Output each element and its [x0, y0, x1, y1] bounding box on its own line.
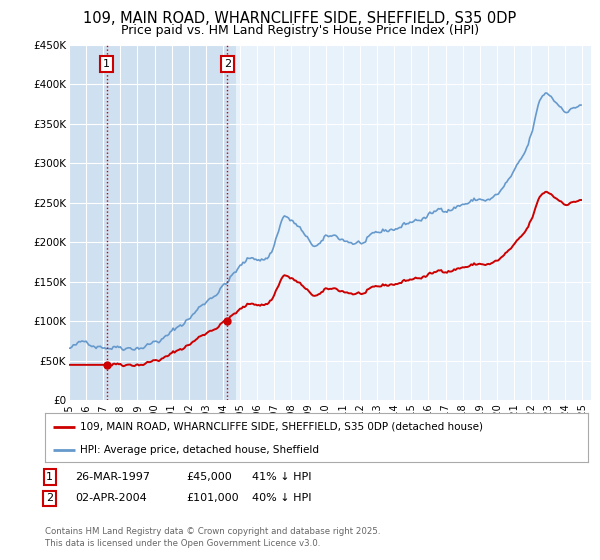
- Text: 2: 2: [224, 59, 231, 69]
- Text: 02-APR-2004: 02-APR-2004: [75, 493, 147, 503]
- Text: 2: 2: [46, 493, 53, 503]
- Text: 40% ↓ HPI: 40% ↓ HPI: [252, 493, 311, 503]
- Text: This data is licensed under the Open Government Licence v3.0.: This data is licensed under the Open Gov…: [45, 539, 320, 548]
- Text: 26-MAR-1997: 26-MAR-1997: [75, 472, 150, 482]
- Text: 1: 1: [46, 472, 53, 482]
- Text: Contains HM Land Registry data © Crown copyright and database right 2025.: Contains HM Land Registry data © Crown c…: [45, 528, 380, 536]
- Text: Price paid vs. HM Land Registry's House Price Index (HPI): Price paid vs. HM Land Registry's House …: [121, 24, 479, 36]
- Text: 41% ↓ HPI: 41% ↓ HPI: [252, 472, 311, 482]
- Text: 109, MAIN ROAD, WHARNCLIFFE SIDE, SHEFFIELD, S35 0DP: 109, MAIN ROAD, WHARNCLIFFE SIDE, SHEFFI…: [83, 11, 517, 26]
- Text: 109, MAIN ROAD, WHARNCLIFFE SIDE, SHEFFIELD, S35 0DP (detached house): 109, MAIN ROAD, WHARNCLIFFE SIDE, SHEFFI…: [80, 422, 483, 432]
- Text: 1: 1: [103, 59, 110, 69]
- Text: HPI: Average price, detached house, Sheffield: HPI: Average price, detached house, Shef…: [80, 445, 319, 455]
- Bar: [69, 45, 236, 400]
- Text: £45,000: £45,000: [186, 472, 232, 482]
- Text: £101,000: £101,000: [186, 493, 239, 503]
